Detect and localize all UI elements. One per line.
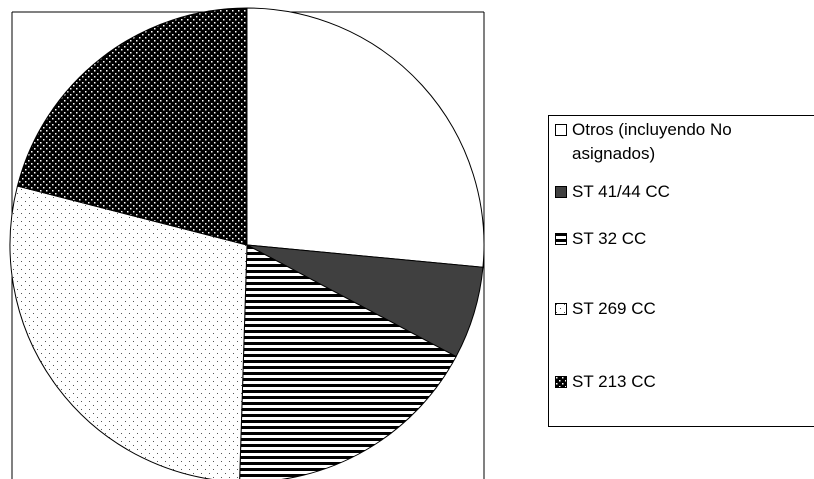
- pie-slice: [16, 7, 248, 246]
- legend-label: ST 269 CC: [572, 299, 656, 318]
- legend-swatch: [555, 303, 567, 315]
- pie: [9, 7, 485, 479]
- pie-slice: [9, 185, 248, 479]
- legend-swatch: [555, 124, 567, 136]
- legend: Otros (incluyendo No asignados) ST 41/44 …: [548, 115, 814, 427]
- legend-swatch: [555, 376, 567, 388]
- pie-slice: [246, 7, 485, 268]
- legend-item: ST 213 CC: [555, 370, 814, 394]
- legend-label: Otros (incluyendo No asignados): [572, 120, 732, 163]
- legend-item: ST 32 CC: [555, 227, 814, 251]
- pie-slice: [239, 244, 457, 479]
- legend-swatch: [555, 186, 567, 198]
- legend-item: ST 269 CC: [555, 297, 814, 321]
- legend-swatch: [555, 233, 567, 245]
- legend-label: ST 32 CC: [572, 229, 647, 248]
- legend-item: Otros (incluyendo No asignados): [555, 118, 814, 166]
- legend-label: ST 41/44 CC: [572, 182, 670, 201]
- legend-item: ST 41/44 CC: [555, 180, 814, 204]
- legend-label: ST 213 CC: [572, 372, 656, 391]
